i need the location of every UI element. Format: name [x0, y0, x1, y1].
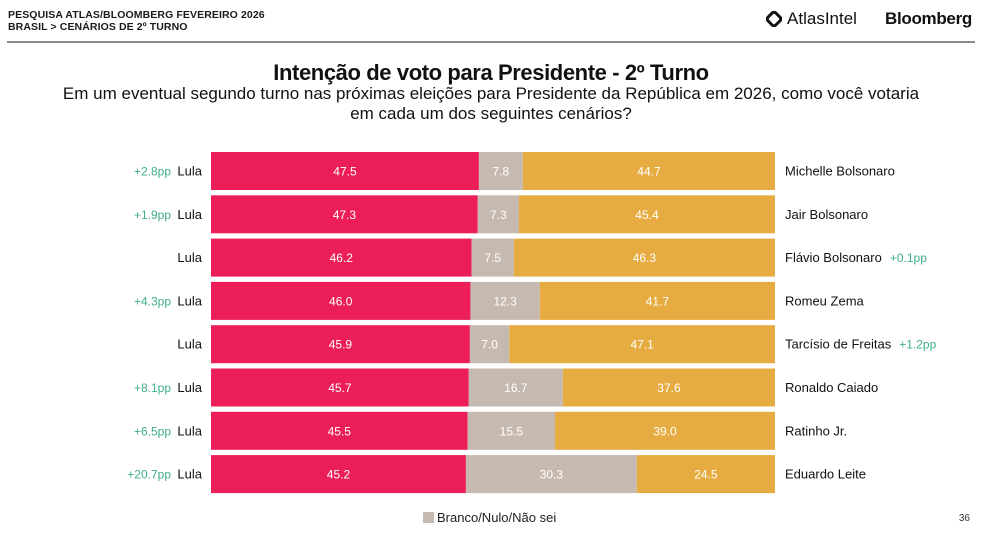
bar-opponent [513, 238, 775, 277]
delta-label-left: +1.9pp [134, 208, 171, 222]
bar-blank [468, 368, 563, 407]
value-label-blank: 16.7 [504, 381, 528, 395]
bar-blank [469, 325, 510, 364]
bar-opponent [562, 368, 775, 407]
bar-lula [211, 368, 469, 407]
value-label-blank: 12.3 [493, 294, 517, 308]
bar-lula [211, 411, 468, 450]
bar-blank [477, 195, 519, 234]
legend-swatch-blank [423, 512, 434, 523]
value-label-lula: 45.9 [329, 338, 353, 352]
header-divider [7, 41, 975, 43]
bar-lula [211, 195, 478, 234]
bar-lula [211, 152, 479, 190]
bloomberg-logo: Bloomberg [884, 9, 972, 28]
bar-opponent [539, 281, 775, 320]
delta-label-left: +2.8pp [134, 165, 171, 179]
delta-label-right: +1.2pp [899, 338, 936, 352]
value-label-lula: 45.5 [328, 424, 352, 438]
row-label-right: Romeu Zema [785, 293, 865, 308]
bar-blank [465, 455, 637, 494]
value-label-opponent: 46.3 [633, 251, 657, 265]
header-brands: AtlasIntel Bloomberg [766, 8, 972, 30]
row-label-right: Tarcísio de Freitas [785, 337, 892, 352]
atlasintel-logo-icon [766, 11, 783, 27]
row-label-left: Lula [177, 337, 202, 352]
bar-lula [211, 238, 472, 277]
delta-label-left: +4.3pp [134, 294, 171, 308]
value-label-lula: 47.3 [333, 208, 357, 222]
row-label-right: Ratinho Jr. [785, 423, 847, 438]
row-label-left: Lula [177, 423, 202, 438]
row-label-right: Eduardo Leite [785, 467, 866, 482]
value-label-lula: 47.5 [333, 165, 357, 179]
delta-label-right: +0.1pp [890, 251, 927, 265]
bar-opponent [636, 455, 775, 494]
delta-label-left: +20.7pp [127, 468, 171, 482]
row-label-right: Jair Bolsonaro [785, 207, 868, 222]
row-label-left: Lula [177, 250, 202, 265]
bar-opponent [518, 195, 775, 234]
breadcrumb: BRASIL > CENÁRIOS DE 2º TURNO [8, 21, 188, 33]
value-label-lula: 46.0 [329, 294, 353, 308]
bar-blank [470, 281, 540, 320]
delta-label-left: +6.5pp [134, 424, 171, 438]
value-label-blank: 7.5 [484, 251, 501, 265]
row-label-left: Lula [177, 207, 202, 222]
value-label-blank: 7.0 [481, 338, 498, 352]
value-label-opponent: 47.1 [630, 338, 654, 352]
bar-blank [478, 152, 523, 190]
row-label-right: Michelle Bolsonaro [785, 164, 895, 179]
row-label-left: Lula [177, 467, 202, 482]
value-label-opponent: 41.7 [646, 294, 670, 308]
value-label-lula: 45.7 [328, 381, 352, 395]
bar-lula [211, 325, 470, 364]
row-label-right: Flávio Bolsonaro [785, 250, 882, 265]
atlasintel-brand: AtlasIntel [766, 9, 857, 29]
bar-blank [471, 238, 514, 277]
value-label-opponent: 24.5 [694, 468, 718, 482]
chart-title: Intenção de voto para Presidente - 2º Tu… [273, 60, 709, 85]
value-label-opponent: 45.4 [635, 208, 659, 222]
row-label-right: Ronaldo Caiado [785, 380, 878, 395]
value-label-opponent: 39.0 [653, 424, 677, 438]
survey-title: PESQUISA ATLAS/BLOOMBERG FEVEREIRO 2026 [8, 9, 265, 21]
legend-label-blank: Branco/Nulo/Não sei [437, 510, 557, 525]
row-label-left: Lula [177, 380, 202, 395]
page-number: 36 [958, 513, 970, 524]
value-label-lula: 46.2 [330, 251, 354, 265]
bar-opponent [555, 411, 775, 450]
bar-opponent [522, 152, 775, 190]
bar-lula [211, 281, 471, 320]
value-label-opponent: 44.7 [637, 165, 661, 179]
row-label-left: Lula [177, 164, 202, 179]
value-label-blank: 15.5 [500, 424, 524, 438]
delta-label-left: +8.1pp [134, 381, 171, 395]
value-label-blank: 7.3 [490, 208, 507, 222]
value-label-lula: 45.2 [327, 468, 351, 482]
bar-blank [467, 411, 556, 450]
value-label-blank: 7.8 [493, 165, 510, 179]
chart-subtitle-text: Em um eventual segundo turno nas próxima… [62, 84, 920, 123]
legend: Branco/Nulo/Não sei [423, 510, 556, 525]
row-label-left: Lula [177, 293, 202, 308]
bar-opponent [509, 325, 775, 364]
chart-subtitle: Em um eventual segundo turno nas próxima… [0, 84, 982, 124]
header-left: PESQUISA ATLAS/BLOOMBERG FEVEREIRO 2026 … [8, 9, 265, 33]
value-label-opponent: 37.6 [657, 381, 681, 395]
bar-lula [211, 455, 466, 494]
atlasintel-label: AtlasIntel [787, 9, 857, 28]
value-label-blank: 30.3 [540, 468, 564, 482]
